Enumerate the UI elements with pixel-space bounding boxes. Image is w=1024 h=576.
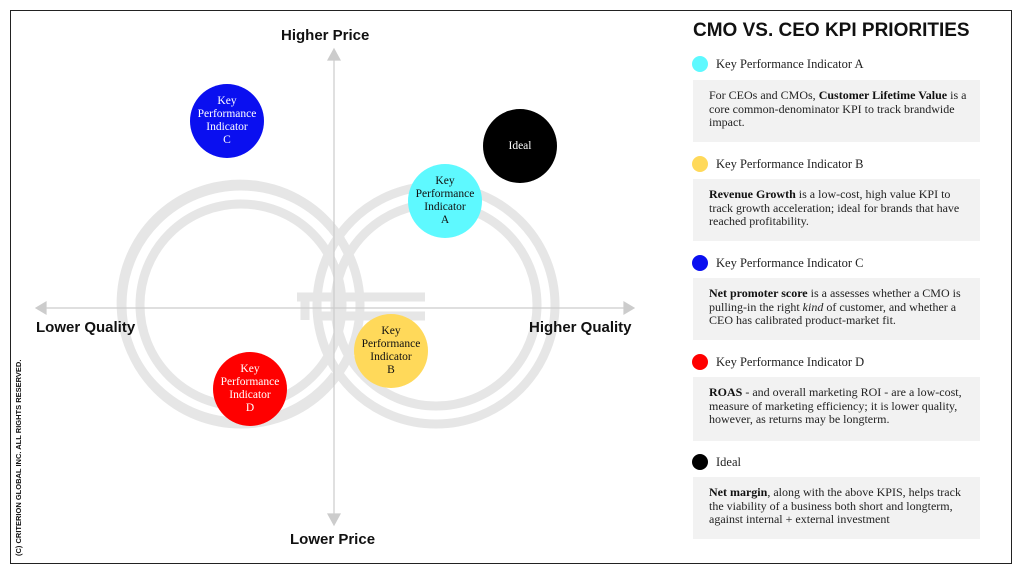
axis-label-left: Lower Quality bbox=[36, 319, 136, 336]
color-dot-icon bbox=[692, 354, 708, 370]
bubble-label: Key Performance Indicator C bbox=[198, 95, 257, 147]
kpi-description: For CEOs and CMOs, Customer Lifetime Val… bbox=[693, 80, 980, 142]
bubble-label: Ideal bbox=[509, 140, 532, 153]
kpi-description: ROAS - and overall marketing ROI - are a… bbox=[693, 377, 980, 441]
bubble-label: Key Performance Indicator A bbox=[416, 175, 475, 227]
axis-label-top: Higher Price bbox=[281, 27, 370, 44]
desc-post: is a core common-denominator KPI to trac… bbox=[709, 88, 967, 129]
arrow-down-icon bbox=[326, 513, 342, 527]
kpi-label: Key Performance Indicator D bbox=[716, 354, 865, 369]
bubble-a: Key Performance Indicator A bbox=[408, 164, 482, 238]
desc-bold: Revenue Growth bbox=[709, 187, 796, 201]
arrow-right-icon bbox=[623, 300, 636, 316]
bubble-b: Key Performance Indicator B bbox=[354, 314, 428, 388]
axes bbox=[34, 47, 636, 527]
bubble-label-line: D bbox=[245, 402, 255, 414]
kpi-description: Net promoter score is a assesses whether… bbox=[693, 278, 980, 340]
kpi-heading: Key Performance Indicator B bbox=[692, 156, 864, 172]
desc-pre: For CEOs and CMOs, bbox=[709, 88, 819, 102]
watermark-logo bbox=[116, 179, 560, 429]
kpi-label: Key Performance Indicator C bbox=[716, 255, 864, 270]
color-dot-icon bbox=[692, 454, 708, 470]
desc-post: , along with the above KPIS, helps track… bbox=[709, 485, 961, 526]
desc-post: is a assesses whether a CMO is pulling-i… bbox=[709, 286, 961, 314]
desc-post2: of customer, and whether a CEO has calib… bbox=[709, 299, 957, 327]
desc-italic: kind bbox=[802, 299, 824, 314]
bubble-label-line: Performance bbox=[361, 338, 421, 350]
panel-title: CMO VS. CEO KPI PRIORITIES bbox=[693, 20, 970, 41]
bubble-label-line: Indicator bbox=[206, 121, 248, 133]
bubble-label-line: C bbox=[223, 134, 231, 146]
desc-bold: Net promoter score bbox=[709, 286, 808, 300]
color-dot-icon bbox=[692, 56, 708, 72]
color-dot-icon bbox=[692, 255, 708, 271]
bubble-label-line: Performance bbox=[220, 376, 280, 388]
bubble-label-line: Performance bbox=[415, 188, 475, 200]
bubble-d: Key Performance Indicator D bbox=[213, 352, 287, 426]
desc-bold: ROAS bbox=[709, 385, 743, 399]
arrow-up-icon bbox=[326, 47, 342, 61]
kpi-description: Revenue Growth is a low-cost, high value… bbox=[693, 179, 980, 241]
bubble-ideal: Ideal bbox=[483, 109, 557, 183]
kpi-label: Key Performance Indicator A bbox=[716, 56, 864, 71]
axis-label-bottom: Lower Price bbox=[290, 531, 376, 548]
bubble-c: Key Performance Indicator C bbox=[190, 84, 264, 158]
kpi-heading: Key Performance Indicator A bbox=[692, 56, 864, 72]
bubble-label: Key Performance Indicator D bbox=[221, 363, 280, 415]
bubble-label-line: Key bbox=[217, 95, 237, 107]
kpi-heading: Key Performance Indicator C bbox=[692, 255, 864, 271]
axis-label-right: Higher Quality bbox=[529, 319, 632, 336]
kpi-heading: Ideal bbox=[692, 454, 741, 470]
bubble-label-line: Performance bbox=[197, 108, 257, 120]
bubble-label-line: Indicator bbox=[424, 201, 466, 213]
desc-post: is a low-cost, high value KPI to track g… bbox=[709, 187, 960, 228]
desc-bold: Customer Lifetime Value bbox=[818, 88, 948, 102]
bubble-label-line: A bbox=[440, 214, 450, 226]
bubble-label-line: Ideal bbox=[508, 139, 532, 152]
frame bbox=[10, 10, 1012, 564]
desc-post: - and overall marketing ROI - are a low-… bbox=[709, 385, 962, 426]
bubble-label-line: Key bbox=[240, 363, 260, 375]
bubble-label-line: Indicator bbox=[229, 389, 271, 401]
color-dot-icon bbox=[692, 156, 708, 172]
bubble-label-line: Key bbox=[435, 175, 455, 187]
bubble-label-line: Key bbox=[381, 325, 401, 337]
kpi-label: Ideal bbox=[716, 454, 741, 469]
arrow-left-icon bbox=[34, 300, 47, 316]
bubble-label-line: Indicator bbox=[370, 351, 412, 363]
kpi-description: Net margin, along with the above KPIS, h… bbox=[693, 477, 980, 539]
quadrant-plot bbox=[34, 47, 636, 527]
desc-bold: Net margin bbox=[709, 485, 768, 499]
kpi-heading: Key Performance Indicator D bbox=[692, 354, 864, 370]
bubble-label: Key Performance Indicator B bbox=[362, 325, 421, 377]
copyright-text: (C) CRITERION GLOBAL INC. ALL RIGHTS RES… bbox=[14, 359, 23, 556]
kpi-label: Key Performance Indicator B bbox=[716, 156, 864, 171]
bubble-label-line: B bbox=[387, 364, 395, 376]
